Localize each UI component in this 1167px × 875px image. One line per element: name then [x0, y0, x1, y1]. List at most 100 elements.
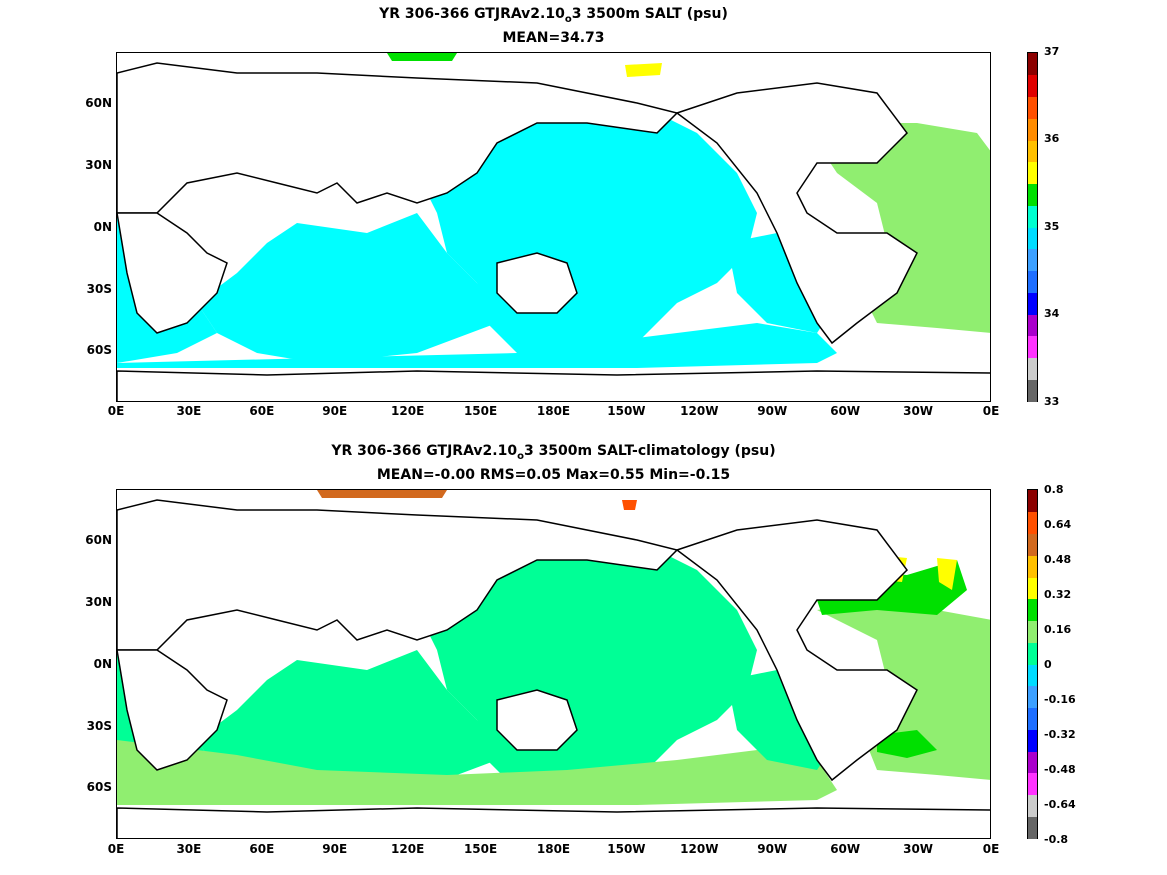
panel2-colorbar-segment — [1028, 511, 1037, 534]
panel1-cbar-label-36: 36 — [1044, 132, 1060, 145]
panel1-lon-label: 90W — [757, 404, 788, 418]
panel1-lon-label: 30E — [176, 404, 202, 418]
panel2-colorbar-segment — [1028, 620, 1037, 643]
panel2-cbar-label: 0 — [1044, 658, 1052, 671]
panel2-map-svg — [117, 490, 990, 838]
panel2-cbar-label: -0.32 — [1044, 728, 1076, 741]
panel2-lon-label: 120W — [680, 842, 719, 856]
panel1-lon-label: 0E — [982, 404, 1000, 418]
panel2-lon-label: 180E — [536, 842, 571, 856]
panel1-colorbar-segment — [1028, 357, 1037, 380]
panel1-indian-field — [197, 213, 497, 363]
panel1-lon-label: 120E — [391, 404, 425, 418]
panel2-cbar-label: -0.8 — [1044, 833, 1069, 846]
panel1-colorbar-segment — [1028, 205, 1037, 228]
panel2-title-text-end: 3 3500m SALT-climatology (psu) — [523, 443, 776, 459]
panel1-cbar-label-34: 34 — [1044, 307, 1060, 320]
panel1-antarctica-outline — [117, 370, 990, 401]
panel2-cbar-label: 0.8 — [1044, 483, 1064, 496]
panel1-colorbar-segment — [1028, 227, 1037, 250]
panel1-map-svg — [117, 53, 990, 401]
panel1-title: YR 306-366 GTJRAv2.10o3 3500m SALT (psu) — [116, 6, 991, 28]
panel1-americas-outline — [675, 82, 918, 345]
panel1-lat-0n: 0N — [93, 220, 112, 234]
panel1-colorbar-segment — [1028, 53, 1037, 76]
panel2-cbar-label: -0.16 — [1044, 693, 1076, 706]
panel1-cbar-label-35: 35 — [1044, 220, 1060, 233]
panel1-colorbar-segment — [1028, 96, 1037, 119]
panel2-antarctica-outline — [117, 807, 990, 838]
panel2-colorbar-segment — [1028, 577, 1037, 600]
panel2-lat-30s: 30S — [86, 719, 112, 733]
panel2-south-atlantic-anomaly — [877, 730, 937, 758]
panel1-map — [116, 52, 991, 402]
panel1-lat-60s: 60S — [86, 343, 112, 357]
panel1-lon-label: 150E — [463, 404, 498, 418]
panel1-colorbar-segment — [1028, 379, 1037, 402]
panel2-subtitle: MEAN=-0.00 RMS=0.05 Max=0.55 Min=-0.15 — [376, 467, 731, 483]
panel1-arctic-patch — [387, 53, 457, 61]
panel2-colorbar — [1027, 489, 1038, 839]
panel1-colorbar-segment — [1028, 335, 1037, 358]
panel1-cbar-label-37: 37 — [1044, 45, 1060, 58]
panel2-australia-outline — [496, 689, 578, 751]
panel2-arctic-red — [622, 500, 637, 510]
panel2-lon-label: 0E — [982, 842, 1000, 856]
panel2-title-subscript: o — [517, 450, 524, 462]
panel1-colorbar-segment — [1028, 270, 1037, 293]
panel1-colorbar-segment — [1028, 161, 1037, 184]
panel2-lon-label: 90E — [322, 842, 348, 856]
panel1-colorbar-segment — [1028, 314, 1037, 337]
panel1-lat-60n: 60N — [85, 96, 112, 110]
panel2-lon-label: 150E — [463, 842, 498, 856]
panel2-colorbar-segment — [1028, 490, 1037, 513]
panel2-colorbar-segment — [1028, 598, 1037, 621]
panel1-lon-label: 30W — [903, 404, 934, 418]
panel1-eurasia-outline — [117, 62, 679, 214]
panel2-colorbar-segment — [1028, 751, 1037, 774]
panel2-lon-label: 60W — [830, 842, 861, 856]
panel2-lat-60s: 60S — [86, 780, 112, 794]
panel2-colorbar-segment — [1028, 533, 1037, 556]
panel1-colorbar-segment — [1028, 118, 1037, 141]
panel2-americas-outline — [675, 519, 918, 782]
panel1-cbar-label-33: 33 — [1044, 395, 1060, 408]
panel1-colorbar — [1027, 52, 1038, 402]
panel1-lon-label: 150W — [607, 404, 646, 418]
panel2-colorbar-segment — [1028, 707, 1037, 730]
panel1-subtitle: MEAN=34.73 — [502, 30, 605, 46]
panel2-map — [116, 489, 991, 839]
panel2-colorbar-segment — [1028, 664, 1037, 687]
panel2-title-text: YR 306-366 GTJRAv2.10 — [331, 443, 518, 459]
panel2-lat-60n: 60N — [85, 533, 112, 547]
panel2-colorbar-segment — [1028, 685, 1037, 708]
panel2-africa-outline — [117, 649, 228, 771]
panel1-colorbar-segment — [1028, 183, 1037, 206]
panel2-cbar-label: 0.16 — [1044, 623, 1072, 636]
panel2-colorbar-segment — [1028, 642, 1037, 665]
panel2-lon-label: 150W — [607, 842, 646, 856]
panel2-lat-30n: 30N — [85, 595, 112, 609]
panel1-lat-30n: 30N — [85, 158, 112, 172]
panel2-southern-ocean-field — [117, 740, 837, 805]
panel2-lon-label: 30E — [176, 842, 202, 856]
panel1-lon-label: 60E — [249, 404, 275, 418]
panel2-lon-label: 60E — [249, 842, 275, 856]
panel1-lon-label: 0E — [107, 404, 125, 418]
panel1-lon-label: 60W — [830, 404, 861, 418]
panel2-colorbar-segment — [1028, 555, 1037, 578]
panel1-lon-label: 120W — [680, 404, 719, 418]
panel1-colorbar-segment — [1028, 140, 1037, 163]
panel2-lon-label: 0E — [107, 842, 125, 856]
panel1-lon-label: 90E — [322, 404, 348, 418]
panel2-title: YR 306-366 GTJRAv2.10o3 3500m SALT-clima… — [116, 443, 991, 465]
panel2-cbar-label: 0.64 — [1044, 518, 1072, 531]
panel2-lon-label: 120E — [391, 842, 425, 856]
panel2-cbar-label: 0.32 — [1044, 588, 1072, 601]
panel1-colorbar-segment — [1028, 248, 1037, 271]
panel2-cbar-label: 0.48 — [1044, 553, 1072, 566]
panel1-australia-outline — [496, 252, 578, 314]
panel2-lon-label: 90W — [757, 842, 788, 856]
panel2-colorbar-segment — [1028, 816, 1037, 839]
panel1-africa-outline — [117, 212, 228, 334]
